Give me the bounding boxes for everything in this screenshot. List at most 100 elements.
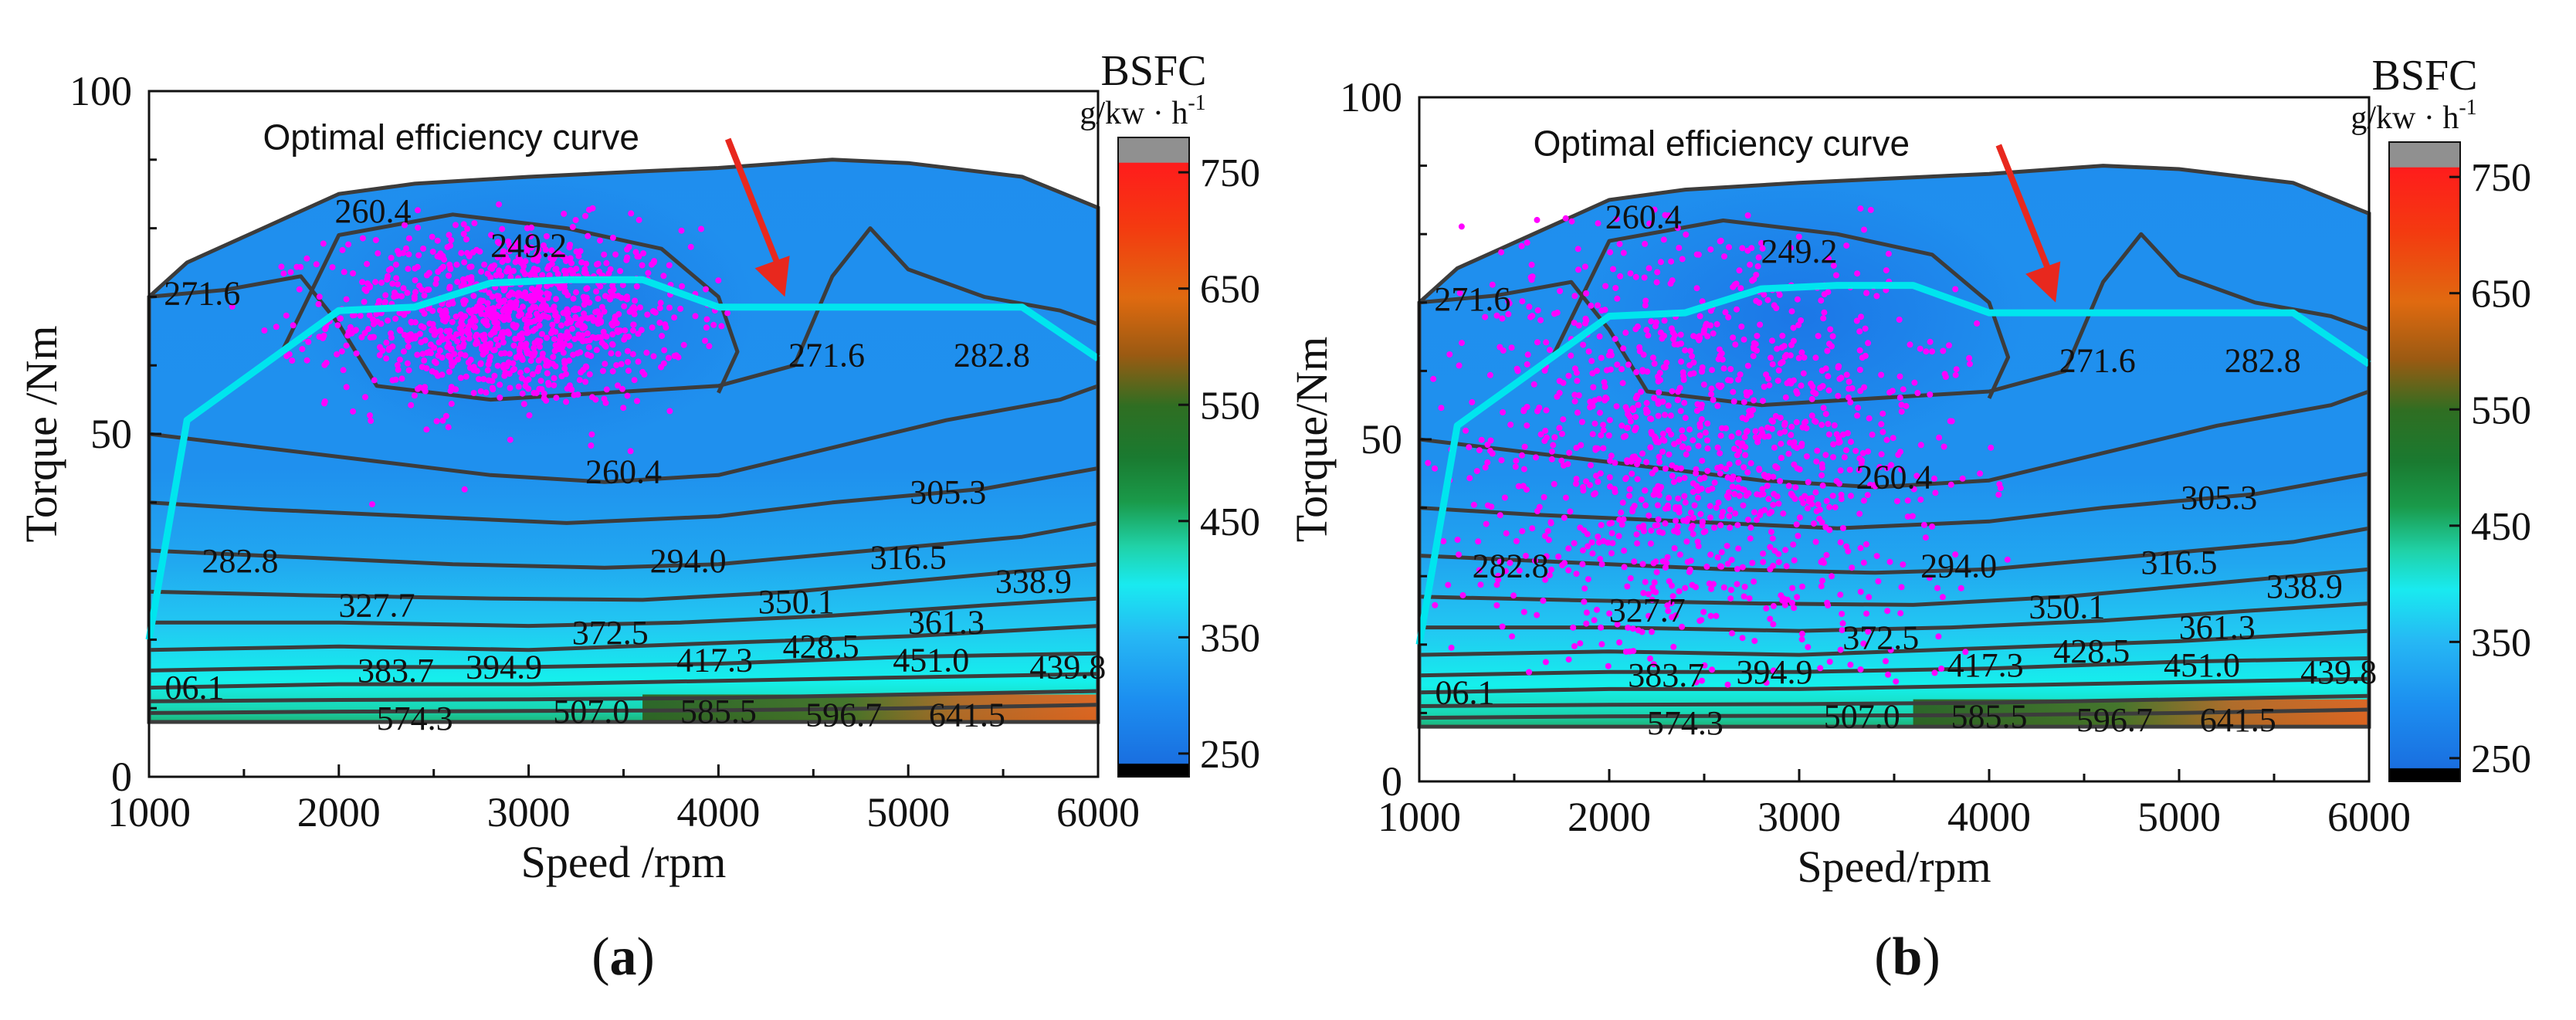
operating-point xyxy=(515,383,522,390)
operating-point xyxy=(1695,494,1701,501)
operating-point xyxy=(1735,459,1742,466)
colorbar-tick-label: 250 xyxy=(1200,733,1260,777)
operating-point xyxy=(678,227,685,234)
operating-point xyxy=(1477,581,1484,588)
operating-point xyxy=(1489,281,1496,288)
operating-point xyxy=(603,259,610,266)
operating-point xyxy=(1642,297,1649,304)
operating-point xyxy=(506,242,513,249)
operating-point xyxy=(1600,422,1607,429)
operating-point xyxy=(1839,431,1846,438)
operating-point xyxy=(1630,407,1636,413)
operating-point xyxy=(1934,585,1940,591)
operating-point xyxy=(561,365,568,372)
contour-label: 271.6 xyxy=(788,336,865,374)
operating-point xyxy=(1639,561,1646,568)
contour-label: 585.5 xyxy=(680,693,757,730)
operating-point xyxy=(1513,457,1520,464)
operating-point xyxy=(1602,384,1608,390)
operating-point xyxy=(476,376,482,382)
operating-point xyxy=(1556,378,1563,385)
operating-point xyxy=(493,336,500,343)
operating-point xyxy=(1720,584,1727,591)
operating-point xyxy=(1635,402,1642,408)
operating-point xyxy=(1665,608,1672,615)
operating-point xyxy=(1860,640,1867,647)
operating-point xyxy=(1690,530,1696,537)
operating-point xyxy=(1725,313,1732,320)
operating-point xyxy=(1727,366,1734,372)
contour-label: 260.4 xyxy=(1605,198,1682,236)
contour-line xyxy=(149,672,1098,690)
contour-label: 294.0 xyxy=(650,542,727,580)
operating-point xyxy=(1524,361,1530,368)
operating-point xyxy=(1632,273,1639,280)
operating-point xyxy=(1739,564,1746,571)
colorbar-unit-superscript: -1 xyxy=(2459,96,2476,120)
operating-point xyxy=(1822,411,1829,418)
operating-point xyxy=(1678,358,1685,365)
operating-point xyxy=(1818,519,1825,526)
operating-point xyxy=(1819,482,1826,489)
operating-point xyxy=(283,312,290,319)
operating-point xyxy=(1698,416,1705,422)
operating-point xyxy=(1839,620,1846,627)
operating-point xyxy=(415,224,422,231)
operating-point xyxy=(1621,564,1628,571)
operating-point xyxy=(1643,327,1650,334)
operating-point xyxy=(1573,480,1579,487)
y-tick-label: 100 xyxy=(1340,74,1402,120)
operating-point xyxy=(666,408,673,415)
operating-point xyxy=(1487,437,1494,444)
operating-point xyxy=(1610,266,1616,273)
operating-point xyxy=(1657,259,1664,266)
operating-point xyxy=(1545,537,1552,544)
operating-point xyxy=(1913,473,1920,480)
operating-point xyxy=(1767,544,1774,551)
operating-point xyxy=(572,305,579,312)
operating-point xyxy=(1883,267,1890,274)
operating-point xyxy=(1794,296,1801,303)
operating-point xyxy=(601,395,608,402)
operating-point xyxy=(446,341,452,347)
operating-point xyxy=(1932,490,1939,496)
operating-point xyxy=(507,299,514,306)
operating-point xyxy=(1848,439,1854,446)
operating-point xyxy=(517,341,524,347)
operating-point xyxy=(1815,333,1822,340)
operating-point xyxy=(420,385,427,392)
operating-point xyxy=(544,334,550,341)
operating-point xyxy=(1724,474,1731,481)
operating-point xyxy=(609,234,616,241)
operating-point xyxy=(1775,500,1782,507)
operating-point xyxy=(1817,507,1823,513)
operating-point xyxy=(1655,412,1662,419)
operating-point xyxy=(1724,377,1731,384)
operating-point xyxy=(1894,498,1900,505)
operating-point xyxy=(1747,459,1754,466)
operating-point xyxy=(677,305,684,312)
operating-point xyxy=(1764,297,1771,303)
operating-point xyxy=(535,246,542,253)
operating-point xyxy=(1845,548,1852,554)
x-tick-label: 3000 xyxy=(1757,794,1841,840)
operating-point xyxy=(473,303,480,310)
operating-point xyxy=(710,321,717,328)
operating-point xyxy=(581,297,588,303)
operating-point xyxy=(1825,431,1832,438)
operating-point xyxy=(1812,390,1819,397)
operating-point xyxy=(631,305,638,312)
operating-point xyxy=(1625,624,1632,631)
operating-point xyxy=(448,400,455,407)
operating-point xyxy=(486,358,493,364)
operating-point xyxy=(1833,272,1839,279)
operating-point xyxy=(459,276,466,283)
operating-point xyxy=(1749,560,1756,566)
operating-point xyxy=(1863,610,1870,617)
operating-point xyxy=(376,352,383,358)
operating-point xyxy=(465,327,472,334)
operating-point xyxy=(1683,538,1690,545)
operating-point xyxy=(1735,476,1742,483)
operating-point xyxy=(1837,467,1844,474)
operating-point xyxy=(609,368,616,374)
